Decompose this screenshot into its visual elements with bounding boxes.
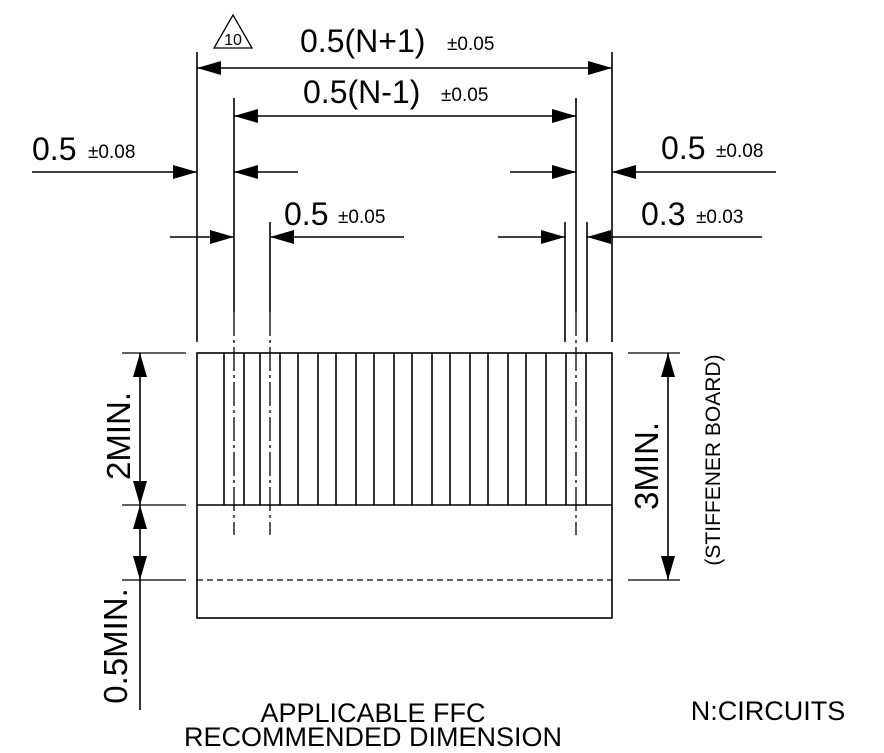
arrowhead-right <box>552 165 576 179</box>
dimension-05min: 0.5MIN. <box>97 505 186 710</box>
caption-recommended-dimension: RECOMMENDED DIMENSION <box>184 722 562 752</box>
revision-triangle-marker: 10 <box>212 13 254 49</box>
dim-left-outer-tol: ±0.08 <box>88 142 135 163</box>
center-lines <box>233 312 577 535</box>
label-05min: 0.5MIN. <box>97 588 134 704</box>
dim-pitch-main: 0.5 <box>284 196 328 232</box>
dimension-2min: 2MIN. <box>100 352 186 506</box>
revision-triangle-number: 10 <box>224 32 242 49</box>
label-stiffener-board: (STIFFENER BOARD) <box>702 354 725 565</box>
arrowhead-up <box>661 353 675 377</box>
caption-applicable-ffc: APPLICABLE FFC <box>260 698 485 728</box>
arrowhead-right <box>210 230 234 244</box>
arrowhead-left <box>234 165 258 179</box>
arrowhead-right <box>552 109 576 123</box>
arrowhead-down <box>661 556 675 580</box>
dim-right-outer-tol: ±0.08 <box>716 141 763 162</box>
dim-inner-main: 0.5(N-1) <box>303 74 420 110</box>
arrowhead-left <box>270 230 294 244</box>
label-2min: 2MIN. <box>100 392 137 480</box>
arrowhead-left <box>197 61 221 75</box>
arrowhead-left <box>234 109 258 123</box>
conductor-lines <box>223 353 587 505</box>
dim-pitch-tol: ±0.05 <box>338 207 385 228</box>
ffc-board <box>196 352 613 619</box>
arrowhead-down <box>133 556 147 580</box>
dimension-total-width: 10 0.5(N+1) ±0.05 <box>196 13 613 342</box>
arrowhead-left <box>612 165 636 179</box>
arrowhead-up <box>133 353 147 377</box>
arrowhead-right <box>541 230 565 244</box>
dim-inner-tol: ±0.05 <box>441 85 488 106</box>
dim-contact-main: 0.3 <box>641 196 685 232</box>
arrowhead-left <box>587 230 611 244</box>
note-n-circuits: N:CIRCUITS <box>691 696 846 726</box>
arrowhead-right <box>173 165 197 179</box>
dimension-left-outer: 0.5 ±0.08 <box>32 131 298 179</box>
dim-total-main: 0.5(N+1) <box>300 23 425 59</box>
dim-contact-tol: ±0.03 <box>696 207 743 228</box>
dim-left-outer-main: 0.5 <box>32 131 76 167</box>
label-3min: 3MIN. <box>628 422 665 510</box>
arrowhead-up <box>133 505 147 529</box>
arrowhead-right <box>588 61 612 75</box>
dimension-inner-width: 0.5(N-1) ±0.05 <box>233 74 577 312</box>
dim-total-tol: ±0.05 <box>447 34 494 55</box>
dimension-contact-width: 0.3 ±0.03 <box>498 196 762 342</box>
dim-right-outer-main: 0.5 <box>661 130 705 166</box>
dimension-right-outer: 0.5 ±0.08 <box>510 130 776 179</box>
arrowhead-down <box>133 481 147 505</box>
dimension-pitch: 0.5 ±0.05 <box>170 196 404 312</box>
board-outline <box>196 352 613 619</box>
dimension-3min: 3MIN. (STIFFENER BOARD) <box>628 352 725 581</box>
